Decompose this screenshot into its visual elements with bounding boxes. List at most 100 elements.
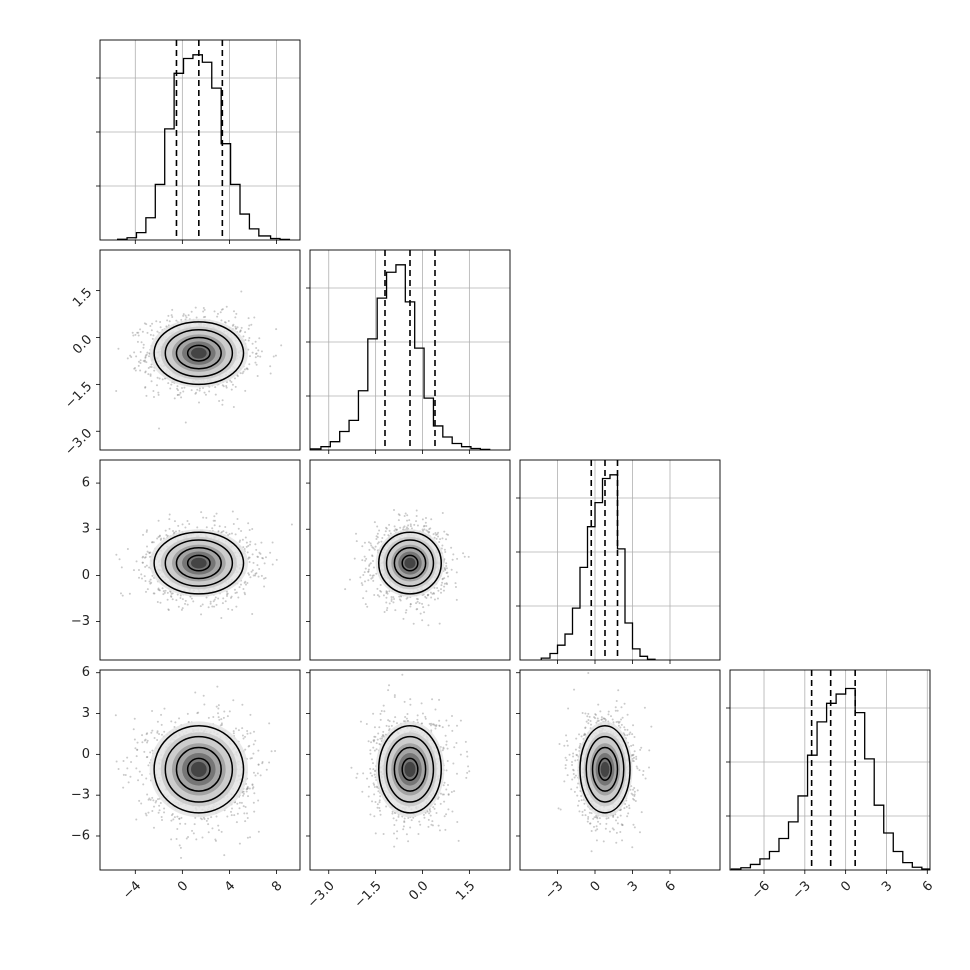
scatter-point (418, 602, 421, 605)
scatter-point (171, 598, 174, 601)
scatter-point (373, 548, 376, 551)
scatter-point (423, 611, 426, 614)
scatter-point (163, 807, 166, 810)
scatter-point (153, 369, 156, 372)
scatter-point (415, 597, 418, 600)
scatter-point (422, 525, 425, 528)
scatter-point (445, 562, 448, 565)
scatter-point (427, 624, 430, 627)
scatter-point (361, 545, 364, 548)
scatter-point (211, 527, 214, 530)
scatter-point (223, 710, 226, 713)
scatter-point (280, 344, 283, 347)
scatter-point (374, 545, 377, 548)
scatter-point (379, 584, 382, 587)
scatter-point (144, 556, 147, 559)
scatter-point (437, 531, 440, 534)
panel-param-2-vs-param-1: −3.0−1.50.01.5 (62, 249, 301, 459)
scatter-point (140, 802, 143, 805)
scatter-point (144, 812, 147, 815)
scatter-point (166, 591, 169, 594)
scatter-point (171, 592, 174, 595)
scatter-point (254, 543, 257, 546)
scatter-point (456, 557, 459, 560)
scatter-point (445, 538, 448, 541)
scatter-point (256, 374, 259, 377)
scatter-point (344, 588, 347, 591)
scatter-point (254, 340, 257, 343)
scatter-point (117, 768, 120, 771)
scatter-point (205, 596, 208, 599)
scatter-point (226, 715, 229, 718)
scatter-point (433, 586, 436, 589)
scatter-point (248, 355, 251, 358)
scatter-point (227, 320, 230, 323)
scatter-point (177, 524, 180, 527)
scatter-point (248, 324, 251, 327)
scatter-point (243, 591, 246, 594)
scatter-point (215, 603, 218, 606)
scatter-point (179, 596, 182, 599)
scatter-point (179, 594, 182, 597)
scatter-point (211, 605, 214, 608)
contour-line (385, 539, 435, 587)
scatter-point (250, 570, 253, 573)
scatter-point (454, 585, 457, 588)
scatter-point (202, 310, 205, 313)
scatter-point (135, 818, 138, 821)
scatter-point (201, 603, 204, 606)
scatter-point (218, 525, 221, 528)
scatter-point (163, 811, 166, 814)
scatter-point (370, 544, 373, 547)
scatter-point (255, 572, 258, 575)
scatter-point (258, 567, 261, 570)
scatter-point (144, 354, 147, 357)
scatter-point (120, 566, 123, 569)
scatter-point (244, 748, 247, 751)
scatter-point (213, 524, 216, 527)
scatter-point (168, 513, 171, 516)
scatter-point (178, 529, 181, 532)
scatter-point (256, 555, 259, 558)
scatter-point (392, 509, 395, 512)
scatter-point (146, 351, 149, 354)
scatter-point (234, 316, 237, 319)
scatter-point (272, 355, 275, 358)
scatter-point (132, 569, 135, 572)
contour-line (186, 554, 211, 572)
scatter-point (443, 566, 446, 569)
scatter-point (224, 600, 227, 603)
scatter-point (208, 390, 211, 393)
scatter-point (415, 608, 418, 611)
scatter-point (150, 366, 153, 369)
scatter-point (441, 581, 444, 584)
scatter-point (462, 552, 465, 555)
scatter-point (251, 342, 254, 345)
scatter-point (368, 564, 371, 567)
scatter-point (275, 328, 278, 331)
scatter-point (261, 556, 264, 559)
scatter-point (167, 382, 170, 385)
panel-frame (519, 459, 721, 661)
scatter-point (230, 595, 233, 598)
scatter-point (245, 812, 248, 815)
scatter-point (169, 595, 172, 598)
scatter-point (157, 519, 160, 522)
scatter-point (238, 541, 241, 544)
scatter-point (375, 535, 378, 538)
scatter-point (241, 703, 244, 706)
scatter-point (143, 575, 146, 578)
scatter-point (258, 551, 261, 554)
scatter-point (246, 787, 249, 790)
scatter-point (260, 541, 263, 544)
scatter-point (241, 734, 244, 737)
scatter-point (174, 530, 177, 533)
scatter-point (242, 587, 245, 590)
scatter-point (143, 322, 146, 325)
contour-line (164, 328, 234, 378)
scatter-point (156, 600, 159, 603)
scatter-point (375, 537, 378, 540)
scatter-point (245, 541, 248, 544)
y-tick-label: 3 (82, 522, 90, 537)
scatter-point (184, 599, 187, 602)
